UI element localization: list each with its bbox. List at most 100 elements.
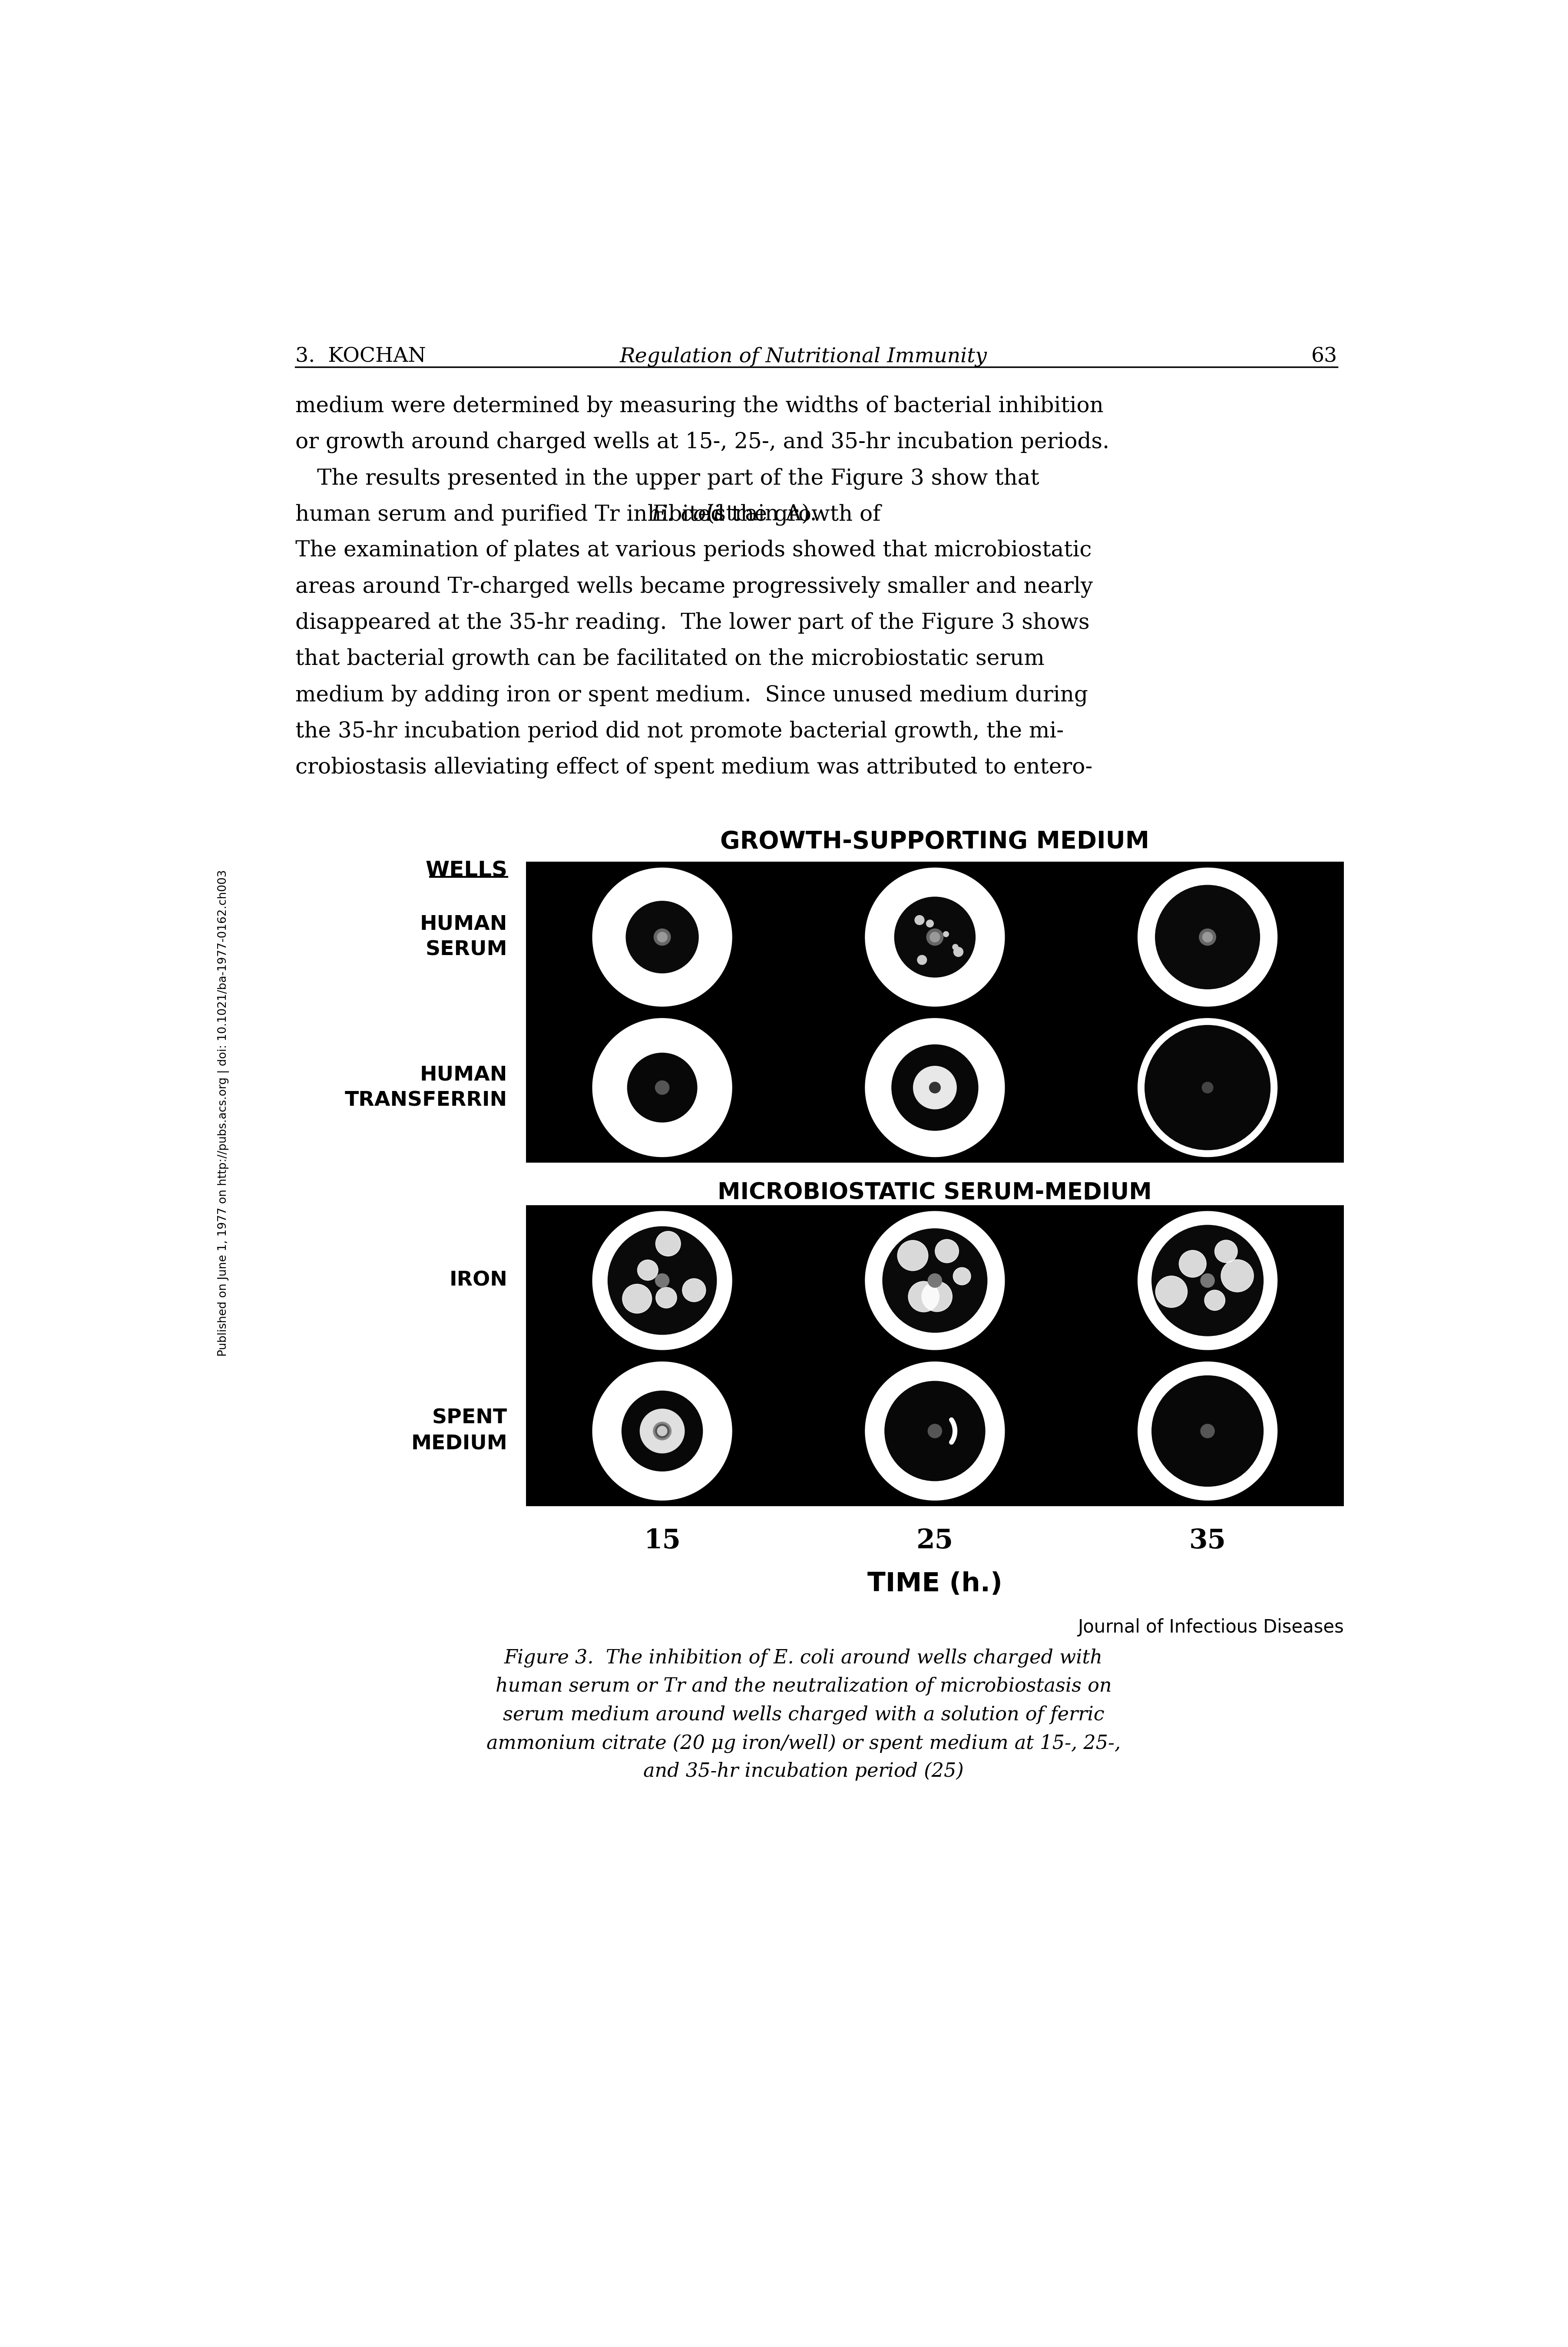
Text: crobiostasis alleviating effect of spent medium was attributed to entero-: crobiostasis alleviating effect of spent… xyxy=(295,756,1093,779)
Circle shape xyxy=(866,1211,1005,1350)
Circle shape xyxy=(1138,1361,1278,1500)
Circle shape xyxy=(655,1425,670,1439)
Circle shape xyxy=(593,1211,732,1350)
Circle shape xyxy=(593,1019,732,1157)
Circle shape xyxy=(1145,1026,1270,1150)
Text: medium were determined by measuring the widths of bacterial inhibition: medium were determined by measuring the … xyxy=(295,394,1104,418)
Circle shape xyxy=(654,1422,671,1441)
Text: Regulation of Nutritional Immunity: Regulation of Nutritional Immunity xyxy=(619,347,988,366)
Circle shape xyxy=(1152,1375,1264,1486)
Circle shape xyxy=(866,1019,1005,1157)
Text: Journal of Infectious Diseases: Journal of Infectious Diseases xyxy=(1077,1619,1344,1636)
Circle shape xyxy=(908,1281,939,1312)
Text: areas around Tr-charged wells became progressively smaller and nearly: areas around Tr-charged wells became pro… xyxy=(295,575,1093,598)
Text: disappeared at the 35-hr reading.  The lower part of the Figure 3 shows: disappeared at the 35-hr reading. The lo… xyxy=(295,613,1090,634)
Circle shape xyxy=(1201,1274,1215,1289)
Text: 15: 15 xyxy=(644,1528,681,1554)
Circle shape xyxy=(1179,1251,1206,1277)
Bar xyxy=(525,861,1344,1162)
Text: human serum and purified Tr inhibited the growth of: human serum and purified Tr inhibited th… xyxy=(295,505,887,526)
Text: the 35-hr incubation period did not promote bacterial growth, the mi-: the 35-hr incubation period did not prom… xyxy=(295,721,1063,742)
Circle shape xyxy=(622,1284,652,1314)
Circle shape xyxy=(952,943,958,951)
Circle shape xyxy=(897,1239,928,1270)
Circle shape xyxy=(1152,1225,1264,1335)
Text: Figure 3.  The inhibition of E. coli around wells charged with: Figure 3. The inhibition of E. coli arou… xyxy=(505,1648,1102,1666)
Circle shape xyxy=(928,1274,942,1289)
Circle shape xyxy=(622,1392,702,1472)
Circle shape xyxy=(883,1227,988,1333)
Circle shape xyxy=(657,932,668,941)
Text: 25: 25 xyxy=(916,1528,953,1554)
Circle shape xyxy=(1156,1277,1187,1307)
Text: or growth around charged wells at 15-, 25-, and 35-hr incubation periods.: or growth around charged wells at 15-, 2… xyxy=(295,432,1109,453)
Circle shape xyxy=(627,1054,698,1122)
Circle shape xyxy=(930,1082,941,1094)
Text: and 35-hr incubation period (25): and 35-hr incubation period (25) xyxy=(643,1763,964,1781)
Text: The examination of plates at various periods showed that microbiostatic: The examination of plates at various per… xyxy=(295,540,1091,561)
Circle shape xyxy=(626,901,698,974)
Circle shape xyxy=(608,1227,717,1335)
Circle shape xyxy=(944,932,949,936)
Circle shape xyxy=(1138,1019,1278,1157)
Text: 63: 63 xyxy=(1311,347,1338,366)
Text: ammonium citrate (20 μg iron/well) or spent medium at 15-, 25-,: ammonium citrate (20 μg iron/well) or sp… xyxy=(486,1734,1121,1753)
Text: MICROBIOSTATIC SERUM-MEDIUM: MICROBIOSTATIC SERUM-MEDIUM xyxy=(718,1181,1152,1204)
Circle shape xyxy=(657,1427,666,1436)
Circle shape xyxy=(1221,1260,1254,1291)
Circle shape xyxy=(928,1425,942,1439)
Circle shape xyxy=(1201,1425,1215,1439)
Text: The results presented in the upper part of the Figure 3 show that: The results presented in the upper part … xyxy=(295,467,1040,488)
Circle shape xyxy=(922,1281,952,1312)
Text: 35: 35 xyxy=(1189,1528,1226,1554)
Bar xyxy=(525,1206,1344,1507)
Circle shape xyxy=(927,929,944,946)
Circle shape xyxy=(655,1274,670,1289)
Circle shape xyxy=(935,1239,958,1263)
Circle shape xyxy=(1204,1291,1225,1310)
Text: (strain A).: (strain A). xyxy=(699,505,817,526)
Text: TIME (h.): TIME (h.) xyxy=(867,1572,1002,1596)
Circle shape xyxy=(1138,1211,1278,1350)
Circle shape xyxy=(913,1066,956,1110)
Text: E. coli: E. coli xyxy=(651,505,720,526)
Circle shape xyxy=(654,929,671,946)
Circle shape xyxy=(892,1044,978,1131)
Text: HUMAN
SERUM: HUMAN SERUM xyxy=(420,915,508,960)
Text: SPENT
MEDIUM: SPENT MEDIUM xyxy=(411,1408,508,1453)
Circle shape xyxy=(655,1232,681,1256)
Text: medium by adding iron or spent medium.  Since unused medium during: medium by adding iron or spent medium. S… xyxy=(295,685,1088,706)
Text: IRON: IRON xyxy=(448,1270,508,1291)
Circle shape xyxy=(953,948,963,958)
Circle shape xyxy=(884,1380,985,1481)
Circle shape xyxy=(1156,885,1259,988)
Text: HUMAN
TRANSFERRIN: HUMAN TRANSFERRIN xyxy=(345,1066,508,1110)
Circle shape xyxy=(593,868,732,1007)
Text: human serum or Tr and the neutralization of microbiostasis on: human serum or Tr and the neutralization… xyxy=(495,1676,1112,1695)
Circle shape xyxy=(655,1286,677,1307)
Circle shape xyxy=(1215,1239,1237,1263)
Text: Published on June 1, 1977 on http://pubs.acs.org | doi: 10.1021/ba-1977-0162.ch0: Published on June 1, 1977 on http://pubs… xyxy=(218,871,229,1357)
Circle shape xyxy=(1138,868,1278,1007)
Circle shape xyxy=(930,932,939,941)
Circle shape xyxy=(1200,929,1215,946)
Circle shape xyxy=(914,915,924,925)
Text: that bacterial growth can be facilitated on the microbiostatic serum: that bacterial growth can be facilitated… xyxy=(295,648,1044,669)
Circle shape xyxy=(1203,1082,1214,1094)
Text: 3.  KOCHAN: 3. KOCHAN xyxy=(295,347,426,366)
Circle shape xyxy=(927,920,933,927)
Circle shape xyxy=(866,1361,1005,1500)
Circle shape xyxy=(593,1361,732,1500)
Circle shape xyxy=(655,1080,670,1094)
Text: serum medium around wells charged with a solution of ferric: serum medium around wells charged with a… xyxy=(503,1706,1104,1725)
Circle shape xyxy=(638,1260,659,1281)
Circle shape xyxy=(917,955,927,965)
Circle shape xyxy=(1203,932,1212,941)
Circle shape xyxy=(894,897,975,976)
Text: GROWTH-SUPPORTING MEDIUM: GROWTH-SUPPORTING MEDIUM xyxy=(720,831,1149,854)
Circle shape xyxy=(640,1408,685,1453)
Text: WELLS: WELLS xyxy=(425,861,508,880)
Circle shape xyxy=(682,1279,706,1303)
Circle shape xyxy=(866,868,1005,1007)
Circle shape xyxy=(953,1267,971,1284)
